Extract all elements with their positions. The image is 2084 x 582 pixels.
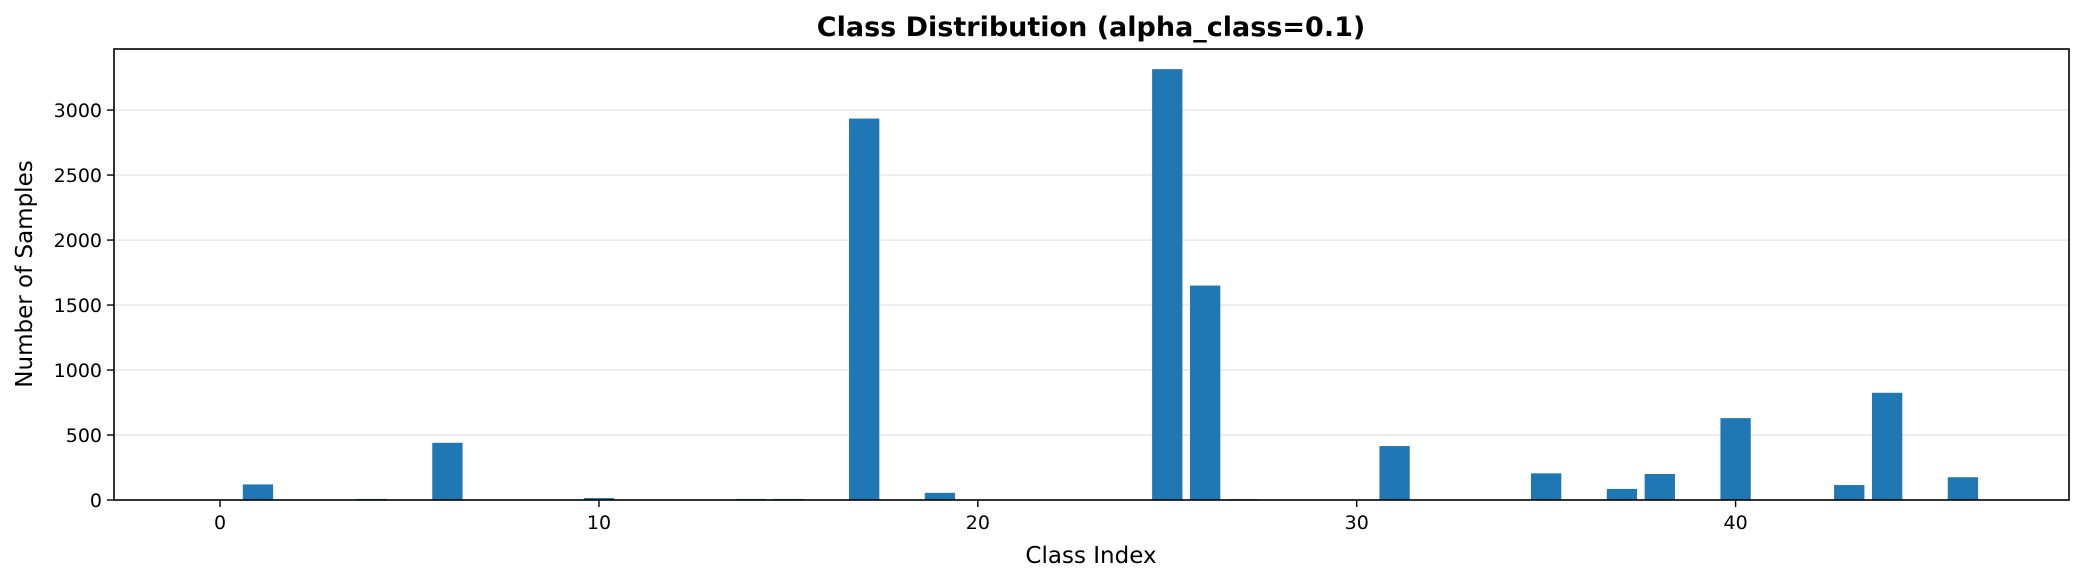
bar-class-25 — [1152, 69, 1183, 500]
y-tick-label: 500 — [66, 425, 102, 447]
y-axis-ticks: 0 500 1000 1500 2000 2500 3000 — [54, 100, 114, 512]
chart-title: Class Distribution (alpha_class=0.1) — [817, 12, 1365, 43]
x-axis-ticks: 0 10 20 30 40 — [214, 500, 1748, 534]
bar-class-31 — [1379, 446, 1410, 500]
y-tick-label: 0 — [90, 490, 102, 512]
y-tick-label: 1500 — [54, 295, 102, 317]
x-tick-label: 20 — [966, 512, 990, 534]
x-tick-label: 30 — [1345, 512, 1369, 534]
bar-class-43 — [1834, 485, 1865, 500]
bar-class-37 — [1606, 488, 1638, 500]
bar-class-35 — [1530, 473, 1562, 500]
bar-class-44 — [1871, 392, 1903, 500]
bar-class-6 — [432, 442, 463, 500]
y-axis-label: Number of Samples — [12, 160, 38, 387]
bar-class-40 — [1720, 418, 1751, 500]
bar-class-17 — [849, 118, 880, 501]
x-tick-label: 0 — [214, 512, 226, 534]
y-tick-label: 3000 — [54, 100, 102, 122]
y-tick-label: 2000 — [54, 230, 102, 252]
bar-class-26 — [1190, 285, 1221, 500]
y-tick-label: 1000 — [54, 360, 102, 382]
bar-class-46 — [1947, 477, 1979, 500]
bars — [242, 69, 1979, 501]
bar-class-38 — [1644, 474, 1675, 500]
x-tick-label: 10 — [587, 512, 611, 534]
bar-class-10 — [583, 498, 615, 500]
x-tick-label: 40 — [1723, 512, 1747, 534]
plot-frame — [113, 48, 2070, 501]
y-tick-label: 2500 — [54, 165, 102, 187]
x-axis-label: Class Index — [1025, 543, 1156, 569]
bar-class-19 — [924, 492, 956, 500]
bar-class-1 — [242, 484, 274, 500]
